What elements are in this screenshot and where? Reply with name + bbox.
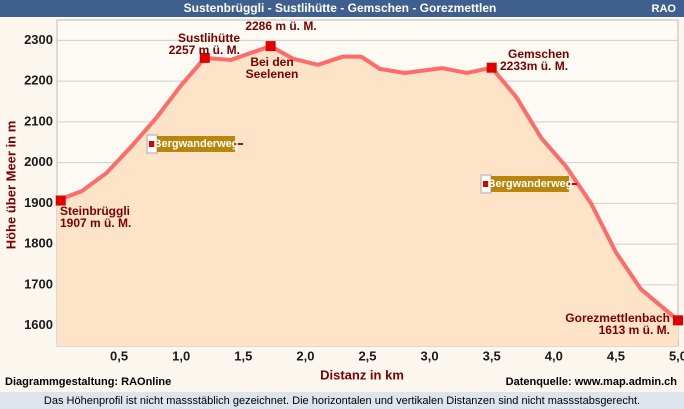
point-label: Gorezmettlenbach (565, 311, 670, 325)
x-tick-label: 0,5 (110, 348, 128, 363)
y-tick-label: 2100 (24, 113, 53, 128)
point-label: Gemschen (508, 47, 569, 61)
point-label: Sustlihütte (178, 31, 240, 45)
point-label: 2286 m ü. M. (245, 19, 316, 33)
place-label: Seelenen (246, 67, 299, 81)
place-label: Bei den (250, 55, 293, 69)
plot: Bergwanderweg Bergwanderweg (55, 41, 683, 346)
x-tick-label: 1,5 (234, 348, 252, 363)
point-marker (199, 52, 210, 63)
point-label: 1613 m ü. M. (599, 323, 670, 337)
point-label: Steinbrüggli (60, 204, 130, 218)
x-tick-label: 2,5 (358, 348, 376, 363)
sign-cross (149, 141, 155, 147)
point-label: 2257 m ü. M. (169, 43, 240, 57)
sign-text: Bergwanderweg (488, 178, 573, 190)
y-tick-label: 1700 (24, 276, 53, 291)
title-bar (0, 0, 684, 17)
point-marker (486, 62, 497, 73)
y-tick-label: 2000 (24, 154, 53, 169)
point-marker (265, 41, 276, 52)
note: Das Höhenprofil ist nicht massstäblich g… (44, 395, 640, 407)
note-bar (0, 392, 684, 409)
y-tick-label: 2200 (24, 73, 53, 88)
point-marker (673, 315, 683, 326)
chart-title: Sustenbrüggli - Sustlihütte - Gemschen -… (184, 1, 497, 15)
x-axis-label: Distanz in km (320, 367, 404, 382)
point-marker (55, 195, 66, 206)
brand: RAO (652, 3, 677, 15)
profile-line (56, 44, 680, 322)
y-axis-label: Höhe über Meer in m (3, 121, 18, 250)
sign-text: Bergwanderweg (154, 138, 239, 150)
x-tick-label: 3,5 (483, 348, 501, 363)
y-tick-label: 1900 (24, 195, 53, 210)
point-label: 2233m ü. M. (500, 59, 568, 73)
y-tick-label: 1600 (24, 317, 53, 332)
sign-board (157, 136, 235, 152)
x-tick-label: 3,0 (421, 348, 439, 363)
x-tick-label: 4,0 (545, 348, 563, 363)
x-tick-label: 5,0 (669, 348, 684, 363)
sign-board (491, 176, 569, 192)
area-fill (57, 46, 678, 346)
y-tick-label: 2300 (24, 32, 53, 47)
trail-sign: Bergwanderweg (480, 174, 577, 194)
trail-sign: Bergwanderweg (146, 134, 243, 154)
x-tick-label: 4,5 (607, 348, 625, 363)
x-tick-label: 1,0 (172, 348, 190, 363)
point-label: 1907 m ü. M. (60, 216, 131, 230)
source: Datenquelle: www.map.admin.ch (506, 376, 678, 388)
sign-cross (483, 181, 489, 187)
x-tick-label: 2,0 (296, 348, 314, 363)
y-tick-label: 1800 (24, 236, 53, 251)
credit: Diagrammgestaltung: RAOnline (5, 376, 171, 388)
